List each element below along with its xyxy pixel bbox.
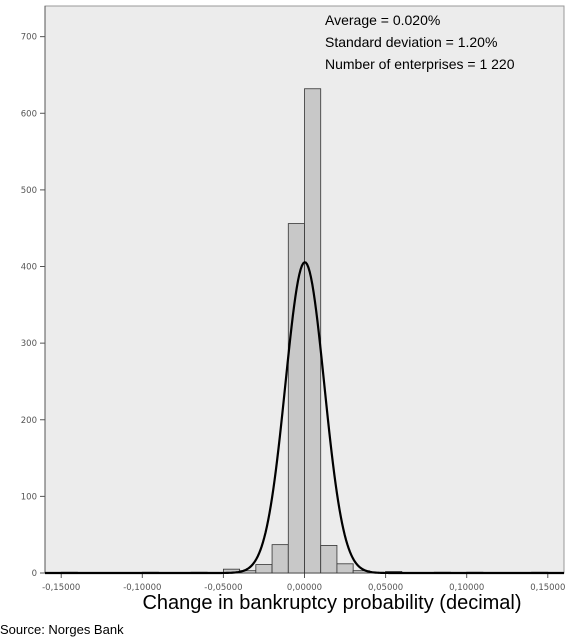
histogram-bar (255, 564, 273, 574)
x-tick-label: 0,10000 (449, 583, 484, 593)
y-tick-label: 400 (21, 263, 37, 273)
x-axis-ticks: -0,15000 -0,10000 -0,05000 0,00000 0,05000 0,… (42, 573, 565, 593)
y-tick-label: 200 (21, 416, 37, 426)
x-tick-label: 0,05000 (368, 583, 403, 593)
normal-curve-line (45, 261, 564, 575)
histogram-bar (320, 545, 338, 574)
x-tick-label: -0,05000 (204, 583, 242, 593)
histogram-bar (336, 563, 354, 574)
source-note: Source: Norges Bank (0, 622, 124, 637)
stats-annotation-line: Average = 0.020% (325, 12, 440, 28)
y-tick-label: 700 (21, 33, 37, 43)
y-tick-label: 600 (21, 109, 37, 119)
stats-annotation-line: Number of enterprises = 1 220 (325, 56, 515, 72)
x-tick-label: 0,15000 (530, 583, 565, 593)
histogram-bar (304, 88, 322, 574)
histogram-bar (271, 544, 289, 574)
y-tick-label: 300 (21, 339, 37, 349)
y-tick-label: 0 (32, 569, 37, 579)
x-axis-label: Change in bankruptcy probability (decima… (142, 592, 522, 614)
x-tick-label: -0,15000 (42, 583, 80, 593)
stats-annotations: Average = 0.020% Standard deviation = 1.2… (325, 12, 515, 72)
x-tick-label: -0,10000 (123, 583, 161, 593)
x-tick-label: 0,00000 (287, 583, 322, 593)
histogram-bars (60, 88, 549, 574)
y-axis-ticks: 0 100 200 300 400 500 600 700 (21, 33, 45, 579)
y-tick-label: 100 (21, 492, 37, 502)
histogram-bar (287, 223, 305, 574)
y-tick-label: 500 (21, 186, 37, 196)
stats-annotation-line: Standard deviation = 1.20% (325, 34, 497, 50)
